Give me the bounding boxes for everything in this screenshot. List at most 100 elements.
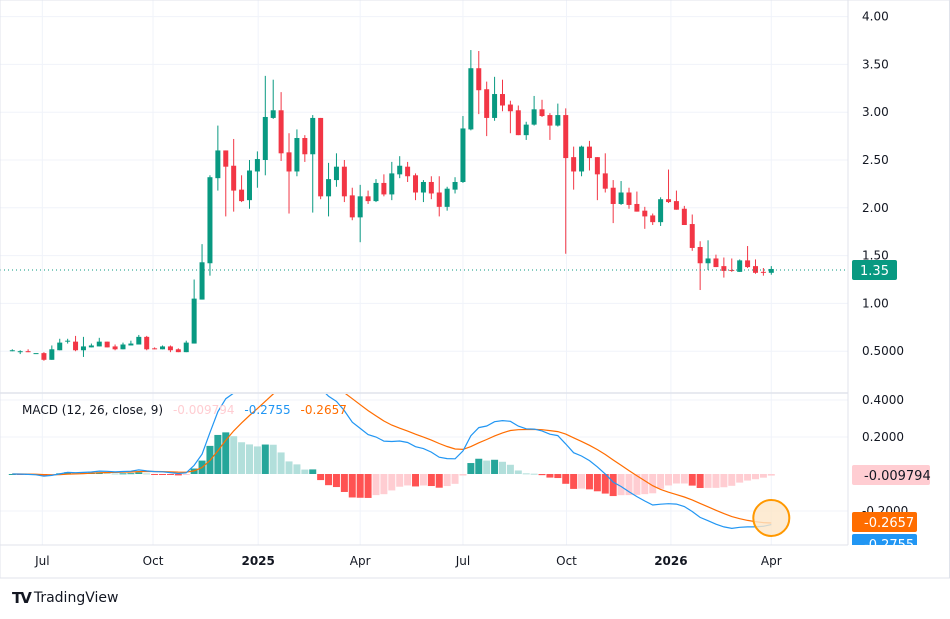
candle[interactable] [666,169,672,204]
candle[interactable] [531,95,537,126]
candle[interactable] [96,337,102,347]
candle[interactable] [120,342,126,350]
tradingview-logo[interactable]: 𝗧𝗩 TradingView [12,589,118,607]
candle[interactable] [452,177,458,194]
candle[interactable] [341,160,347,203]
candle[interactable] [642,206,648,229]
candle[interactable] [104,341,110,348]
candle[interactable] [468,50,474,131]
candle[interactable] [745,246,751,269]
candle[interactable] [476,51,482,115]
candle[interactable] [25,349,31,353]
candle[interactable] [460,116,466,183]
candle[interactable] [349,187,355,221]
candle[interactable] [294,129,300,177]
candle[interactable] [752,259,758,274]
candle[interactable] [373,179,379,203]
candle[interactable] [80,336,86,357]
candle[interactable] [286,133,292,214]
candle[interactable] [33,353,39,355]
candle[interactable] [610,180,616,224]
candle[interactable] [523,121,529,140]
candle[interactable] [436,176,442,217]
candle[interactable] [49,345,55,360]
candle[interactable] [737,259,743,272]
candle[interactable] [586,140,592,171]
candle[interactable] [729,258,735,272]
candle[interactable] [650,213,656,226]
candle[interactable] [191,279,197,344]
candle[interactable] [73,335,79,352]
candle[interactable] [428,176,434,200]
candle[interactable] [326,162,332,217]
candle[interactable] [405,161,411,182]
candle[interactable] [492,76,498,121]
candle[interactable] [365,190,371,204]
candle[interactable] [571,146,577,190]
candle[interactable] [302,135,308,162]
candle[interactable] [484,81,490,137]
candle[interactable] [602,153,608,193]
candle[interactable] [88,343,94,348]
candle[interactable] [57,338,63,351]
candle[interactable] [41,352,47,361]
candle[interactable] [389,161,395,201]
candle[interactable] [697,241,703,291]
candle[interactable] [167,345,173,353]
candle[interactable] [681,205,687,226]
candle[interactable] [539,99,545,117]
candle[interactable] [239,175,245,203]
candle[interactable] [721,257,727,278]
candle[interactable] [254,151,260,188]
candle[interactable] [160,345,166,350]
candle[interactable] [270,79,276,119]
candle[interactable] [713,254,719,268]
candle[interactable] [333,153,339,187]
candle[interactable] [689,214,695,251]
candle[interactable] [136,334,142,345]
candle[interactable] [705,240,711,270]
candle[interactable] [768,266,774,275]
candle[interactable] [634,191,640,212]
candle[interactable] [9,349,15,352]
candle[interactable] [207,175,213,276]
candle[interactable] [381,174,387,197]
candle[interactable] [128,340,134,346]
candle[interactable] [515,105,521,136]
candle[interactable] [563,108,569,254]
candle[interactable] [310,115,316,213]
candle[interactable] [507,100,513,134]
candle[interactable] [17,350,23,355]
candle[interactable] [262,75,268,176]
candle[interactable] [555,103,561,127]
candle[interactable] [413,173,419,201]
candle[interactable] [626,187,632,209]
candle[interactable] [673,190,679,210]
candle[interactable] [760,268,766,276]
candle[interactable] [357,184,363,243]
candle[interactable] [658,197,664,226]
candle[interactable] [65,338,71,344]
candle[interactable] [318,117,324,200]
macd-pane[interactable] [8,365,791,537]
candle[interactable] [175,348,181,353]
candle[interactable] [547,113,553,140]
candle[interactable] [231,138,237,212]
candle[interactable] [420,180,426,203]
candle[interactable] [152,347,158,350]
candle[interactable] [594,157,600,201]
candle[interactable] [278,92,284,161]
candle[interactable] [444,186,450,211]
candle[interactable] [215,125,221,191]
candle[interactable] [579,145,585,177]
candle[interactable] [246,160,252,209]
candle[interactable] [223,150,229,217]
candle[interactable] [144,335,150,351]
candle[interactable] [199,244,205,300]
candle[interactable] [397,156,403,179]
candle[interactable] [112,344,118,351]
candle[interactable] [618,181,624,205]
candle[interactable] [183,340,189,353]
candle[interactable] [499,79,505,112]
